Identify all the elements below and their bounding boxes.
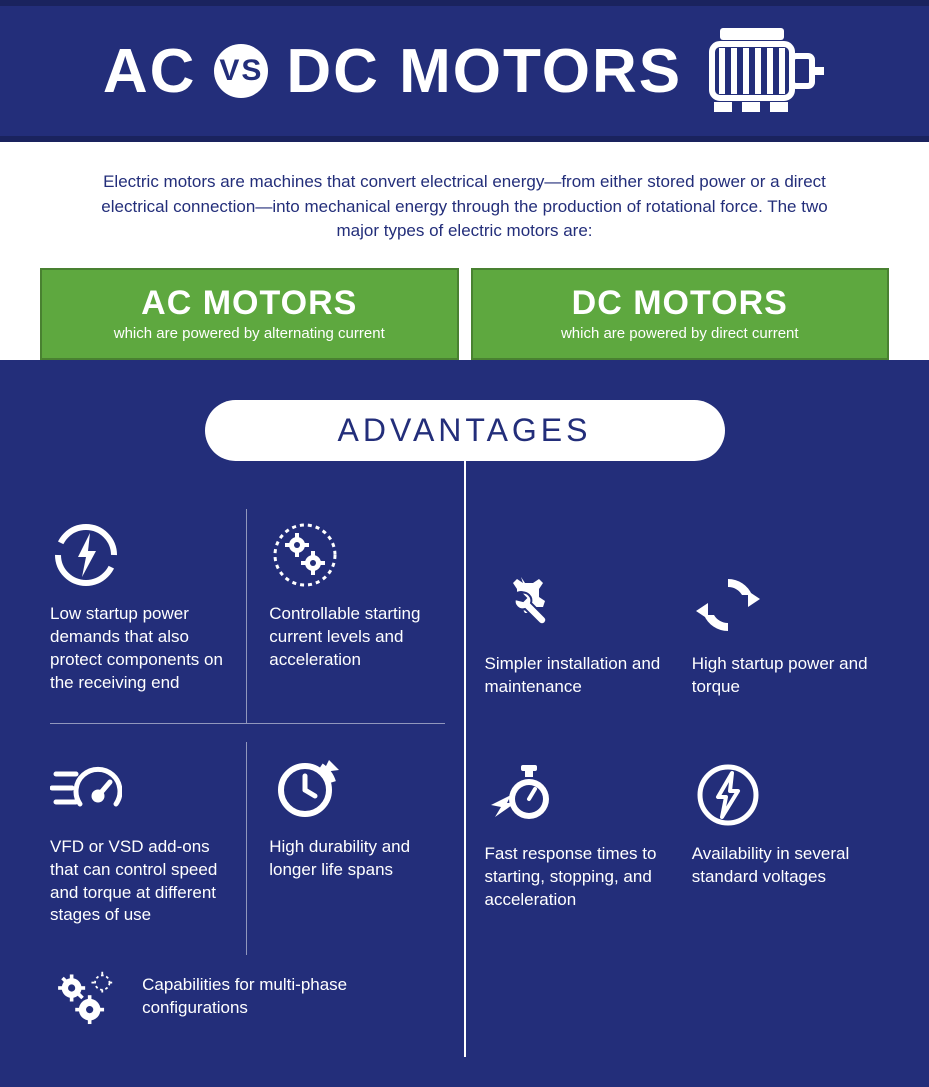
ac-adv-item: Controllable starting current levels and… [247, 509, 444, 724]
clock-arrow-icon [269, 752, 341, 824]
ac-adv-text: Capabilities for multi-phase configurati… [142, 974, 426, 1020]
bolt-circle-icon [50, 519, 122, 591]
advantages-section: ADVANTAGES Low startup power demands tha… [0, 360, 929, 1087]
ac-type-title: AC MOTORS [52, 284, 447, 323]
multi-gears-icon [50, 965, 122, 1029]
dc-advantages-col: Simpler installation and maintenance Hig… [445, 509, 880, 1058]
ac-type-sub: which are powered by alternating current [52, 325, 447, 342]
ac-adv-text: High durability and longer life spans [269, 836, 426, 882]
header-band: AC VS DC MOTORS [0, 0, 929, 142]
ac-advantages-col: Low startup power demands that also prot… [50, 509, 445, 1058]
ac-adv-item: Low startup power demands that also prot… [50, 509, 247, 724]
gears-control-icon [269, 519, 341, 591]
dc-adv-item: High startup power and torque [692, 569, 879, 699]
dc-adv-text: Simpler installation and maintenance [485, 653, 664, 699]
ac-type-card: AC MOTORS which are powered by alternati… [40, 268, 459, 360]
advantages-columns: Low startup power demands that also prot… [50, 509, 879, 1058]
infographic-page: AC VS DC MOTORS Electric motors a [0, 0, 929, 1087]
types-row: AC MOTORS which are powered by alternati… [0, 268, 929, 360]
cycle-arrows-icon [692, 569, 764, 641]
dc-adv-text: High startup power and torque [692, 653, 871, 699]
speed-dial-icon [50, 752, 122, 824]
page-title: AC VS DC MOTORS [103, 36, 682, 107]
ac-adv-item: Capabilities for multi-phase configurati… [50, 955, 445, 1057]
dc-adv-item: Simpler installation and maintenance [485, 569, 672, 699]
dc-adv-text: Fast response times to starting, stoppin… [485, 843, 664, 912]
motor-icon [706, 26, 826, 116]
ac-adv-item: VFD or VSD add-ons that can control spee… [50, 742, 247, 956]
dc-adv-item: Availability in several standard voltage… [692, 759, 879, 912]
title-dc-motors: DC MOTORS [286, 36, 682, 107]
dc-type-card: DC MOTORS which are powered by direct cu… [471, 268, 890, 360]
ac-adv-text: Controllable starting current levels and… [269, 603, 426, 672]
title-ac: AC [103, 36, 197, 107]
intro-text: Electric motors are machines that conver… [0, 142, 929, 268]
dc-adv-text: Availability in several standard voltage… [692, 843, 871, 889]
bolt-outline-icon [692, 759, 764, 831]
ac-adv-text: VFD or VSD add-ons that can control spee… [50, 836, 224, 928]
dc-adv-item: Fast response times to starting, stoppin… [485, 759, 672, 912]
ac-adv-item: High durability and longer life spans [247, 742, 444, 956]
dc-type-title: DC MOTORS [483, 284, 878, 323]
gear-wrench-icon [485, 569, 557, 641]
column-divider [464, 421, 466, 1058]
stopwatch-fast-icon [485, 759, 557, 831]
vs-badge: VS [214, 44, 268, 98]
ac-adv-text: Low startup power demands that also prot… [50, 603, 224, 695]
dc-type-sub: which are powered by direct current [483, 325, 878, 342]
